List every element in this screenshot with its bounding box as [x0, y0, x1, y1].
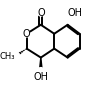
Circle shape: [64, 9, 72, 17]
Text: OH: OH: [68, 8, 83, 18]
Text: OH: OH: [33, 72, 48, 82]
Text: O: O: [37, 8, 45, 18]
Text: CH₃: CH₃: [0, 52, 15, 61]
Circle shape: [11, 52, 20, 60]
Circle shape: [24, 31, 30, 37]
Text: O: O: [23, 29, 31, 39]
Circle shape: [38, 10, 44, 16]
Circle shape: [37, 68, 45, 76]
Polygon shape: [39, 58, 42, 72]
